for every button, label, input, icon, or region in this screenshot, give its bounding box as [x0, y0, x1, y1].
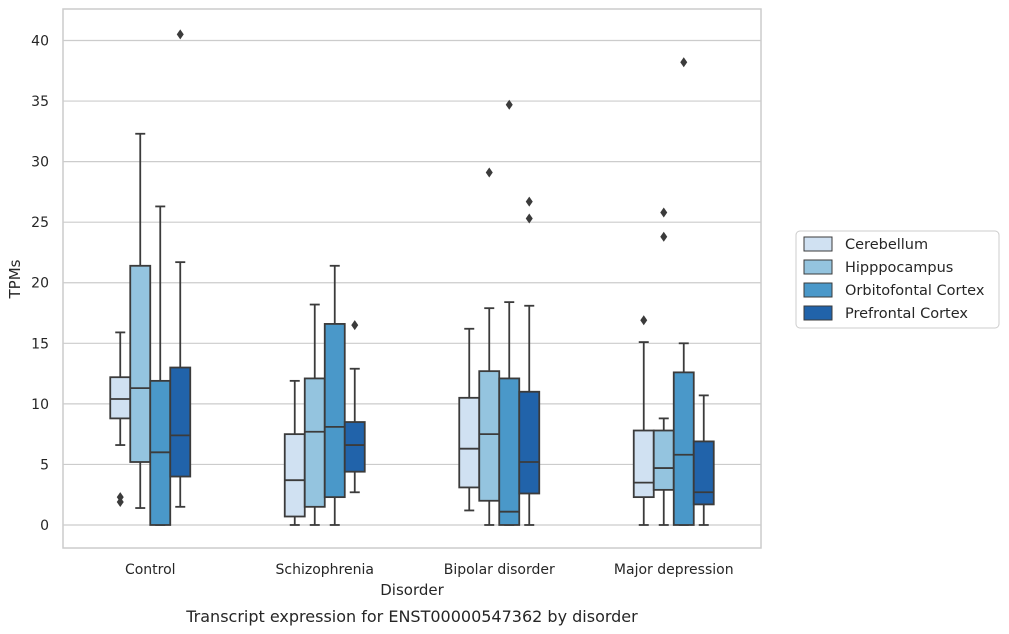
box-body: [518, 390, 541, 495]
box-body: [343, 421, 366, 473]
y-tick-label: 25: [31, 215, 49, 231]
box-cerebellum-2: [458, 327, 481, 512]
legend: Cerebellum Hipppocampus Orbitofontal Corte…: [795, 230, 1000, 329]
box-body: [498, 377, 521, 526]
y-tick-label: 10: [31, 397, 49, 413]
legend-label: Hipppocampus: [845, 260, 953, 276]
legend-swatch: [803, 236, 833, 252]
box-prefrontal-cortex-3: [692, 394, 715, 526]
x-tick-label: Control: [125, 562, 176, 578]
box-body: [692, 440, 715, 506]
x-tick-label: Bipolar disorder: [444, 562, 555, 578]
outlier-point: [660, 231, 668, 242]
y-tick-labels: 0 5 10 15 20 25 30 35 40: [31, 33, 49, 533]
y-tick-label: 30: [31, 155, 49, 171]
x-tick-label: Schizophrenia: [276, 562, 374, 578]
box-body: [169, 366, 192, 478]
legend-frame: [795, 230, 1000, 329]
box-body: [672, 371, 695, 526]
outlier-point: [680, 57, 688, 68]
box-body: [109, 376, 132, 420]
legend-label: Cerebellum: [845, 237, 928, 253]
box-body: [632, 429, 655, 499]
y-tick-label: 15: [31, 336, 49, 352]
outlier-point: [660, 207, 668, 218]
outlier-point: [525, 213, 533, 224]
box-body: [458, 396, 481, 489]
box-body: [652, 429, 675, 491]
box-body: [478, 370, 501, 502]
x-tick-label: Major depression: [614, 562, 734, 578]
y-tick-label: 0: [40, 518, 49, 534]
plot-frame: [62, 8, 762, 549]
outlier-point: [485, 167, 493, 178]
legend-label: Orbitofontal Cortex: [845, 283, 985, 299]
outlier-point: [351, 320, 359, 331]
legend-swatch: [803, 282, 833, 298]
box-orbitofontal-cortex-1: [323, 264, 346, 526]
box-body: [129, 264, 152, 463]
box-body: [323, 323, 346, 499]
box-hipppocampus-0: [129, 132, 152, 509]
boxes-layer: [109, 29, 715, 526]
outlier-point: [116, 492, 124, 503]
legend-swatch: [803, 259, 833, 275]
y-tick-label: 40: [31, 33, 49, 49]
outlier-point: [640, 315, 648, 326]
box-hipppocampus-3: [652, 207, 675, 526]
x-axis-label: Disorder: [380, 581, 444, 599]
box-cerebellum-3: [632, 315, 655, 526]
box-orbitofontal-cortex-0: [149, 205, 172, 526]
outlier-point: [525, 196, 533, 207]
legend-swatch: [803, 305, 833, 321]
box-prefrontal-cortex-1: [343, 320, 366, 494]
y-tick-label: 35: [31, 94, 49, 110]
chart-caption: Transcript expression for ENST0000054736…: [185, 607, 638, 626]
outlier-point: [176, 29, 184, 40]
box-body: [283, 433, 306, 518]
y-tick-label: 5: [40, 457, 49, 473]
legend-label: Prefrontal Cortex: [845, 306, 968, 322]
outlier-point: [505, 99, 513, 110]
box-prefrontal-cortex-0: [169, 29, 192, 508]
box-prefrontal-cortex-2: [518, 196, 541, 526]
y-axis-label: TPMs: [6, 259, 24, 299]
y-tick-label: 20: [31, 276, 49, 292]
x-tick-labels: Control Schizophrenia Bipolar disorder Majo…: [125, 562, 734, 578]
box-body: [303, 377, 326, 508]
